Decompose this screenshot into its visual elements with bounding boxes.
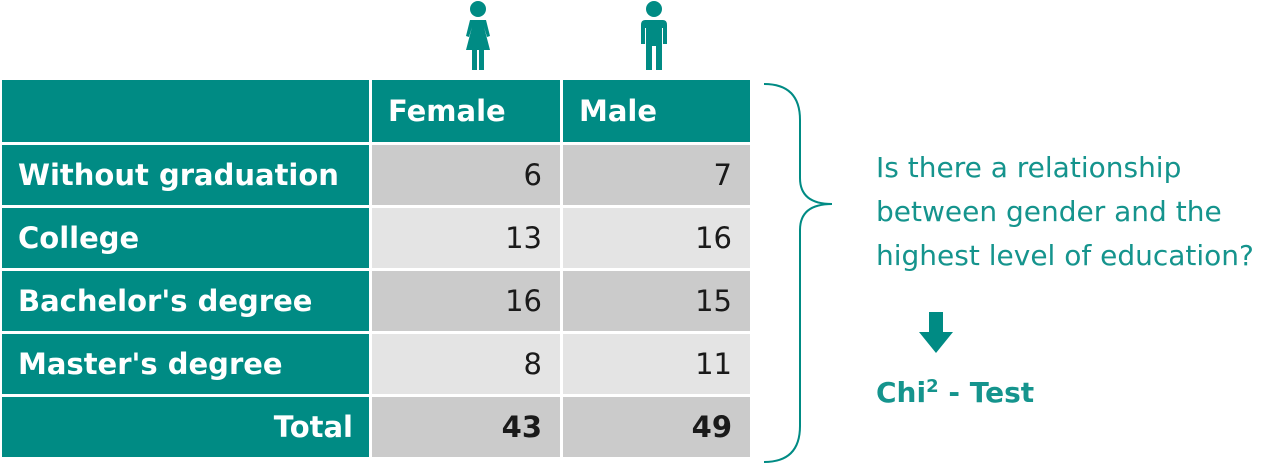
research-question: Is there a relationship between gender a… <box>876 146 1276 278</box>
row-label: Master's degree <box>2 334 369 394</box>
header-female: Female <box>372 80 560 142</box>
header-corner <box>2 80 369 142</box>
table-row: Bachelor's degree 16 15 <box>2 271 750 331</box>
test-superscript: 2 <box>926 376 939 397</box>
male-total: 49 <box>563 397 750 457</box>
male-value: 7 <box>563 145 750 205</box>
male-value: 16 <box>563 208 750 268</box>
test-suffix: - Test <box>938 376 1035 409</box>
chi-square-test-label: Chi2 - Test <box>876 376 1034 409</box>
female-total: 43 <box>372 397 560 457</box>
total-label: Total <box>2 397 369 457</box>
row-label: Bachelor's degree <box>2 271 369 331</box>
question-line: Is there a relationship <box>876 151 1182 184</box>
table-row: Without graduation 6 7 <box>2 145 750 205</box>
question-line: between gender and the <box>876 195 1222 228</box>
table-header-row: Female Male <box>2 80 750 142</box>
header-male: Male <box>563 80 750 142</box>
male-value: 15 <box>563 271 750 331</box>
row-label: College <box>2 208 369 268</box>
table-row: College 13 16 <box>2 208 750 268</box>
female-person-icon <box>466 1 490 70</box>
question-line: highest level of education? <box>876 239 1254 272</box>
male-value: 11 <box>563 334 750 394</box>
female-value: 6 <box>372 145 560 205</box>
right-curly-brace <box>763 83 833 463</box>
female-value: 8 <box>372 334 560 394</box>
female-value: 13 <box>372 208 560 268</box>
female-value: 16 <box>372 271 560 331</box>
arrow-down-icon <box>919 312 953 353</box>
row-label: Without graduation <box>2 145 369 205</box>
table-total-row: Total 43 49 <box>2 397 750 457</box>
male-person-icon <box>641 1 667 70</box>
test-prefix: Chi <box>876 376 927 409</box>
table-row: Master's degree 8 11 <box>2 334 750 394</box>
contingency-table: Female Male Without graduation 6 7 Colle… <box>2 80 750 460</box>
